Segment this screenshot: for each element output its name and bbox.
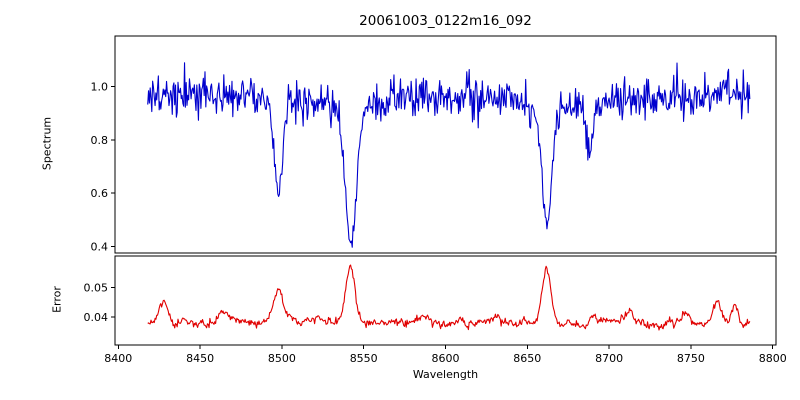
- x-tick-label: 8400: [104, 352, 132, 365]
- x-tick-label: 8450: [186, 352, 214, 365]
- chart-title: 20061003_0122m16_092: [359, 13, 532, 29]
- error-line: [147, 264, 751, 331]
- x-tick-label: 8700: [595, 352, 623, 365]
- x-tick-label: 8550: [350, 352, 378, 365]
- x-tick-label: 8800: [759, 352, 787, 365]
- spectrum-axes-frame: [114, 35, 777, 254]
- x-tick-label: 8600: [432, 352, 460, 365]
- spectrum-line: [147, 62, 751, 248]
- spectrum-y-tick-label: 0.4: [91, 240, 109, 253]
- error-axes-frame: [114, 255, 777, 346]
- x-tick-label: 8750: [677, 352, 705, 365]
- spectrum-y-tick-label: 0.8: [91, 134, 109, 147]
- x-tick-label: 8650: [513, 352, 541, 365]
- spectrum-y-tick-label: 1.0: [91, 81, 109, 94]
- error-y-tick-label: 0.05: [84, 281, 109, 294]
- x-tick-label: 8500: [268, 352, 296, 365]
- error-y-tick-label: 0.04: [84, 311, 109, 324]
- x-axis-label: Wavelength: [412, 368, 479, 381]
- spectrum-y-tick-label: 0.6: [91, 187, 109, 200]
